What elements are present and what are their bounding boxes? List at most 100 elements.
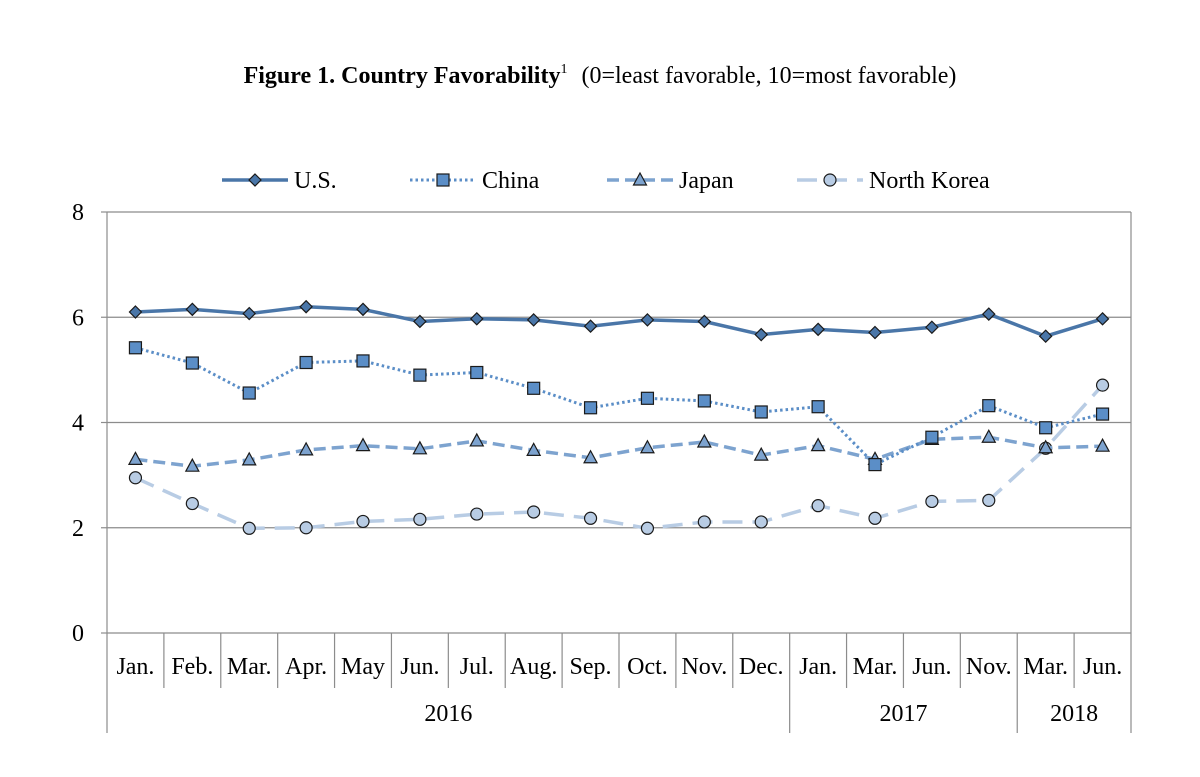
data-point-china	[1095, 407, 1110, 421]
legend-marker-japan	[632, 171, 648, 186]
y-tick-label-2: 2	[72, 516, 84, 542]
x-category-label: Feb.	[171, 654, 213, 680]
legend-item-u-s-: U.S.	[222, 168, 337, 194]
data-point-china	[583, 401, 598, 415]
data-point-china	[356, 354, 370, 368]
y-tick-label-8: 8	[72, 200, 84, 226]
data-point-china	[299, 355, 313, 370]
data-point-china	[697, 394, 711, 408]
data-point-u-s-	[868, 325, 882, 340]
data-point-u-s-	[526, 313, 541, 327]
data-point-u-s-	[583, 319, 598, 334]
y-tick-label-0: 0	[72, 621, 84, 647]
series-line-u-s-	[135, 304, 1104, 338]
series-u-s-	[128, 299, 1110, 344]
data-point-north-korea	[811, 499, 825, 513]
chart-title-subtitle: (0=least favorable, 10=most favorable)	[581, 63, 956, 89]
data-point-japan	[526, 442, 542, 456]
data-point-north-korea	[1095, 378, 1110, 392]
x-category-label: Dec.	[739, 654, 784, 680]
data-point-north-korea	[128, 471, 143, 485]
legend-label-north-korea: North Korea	[869, 168, 990, 194]
data-point-north-korea	[413, 512, 427, 526]
data-point-north-korea	[982, 493, 996, 507]
series-line-japan	[135, 435, 1103, 468]
data-point-japan	[127, 451, 143, 465]
legend-label-u-s-: U.S.	[294, 168, 337, 194]
x-category-label: Mar.	[853, 654, 898, 680]
data-point-north-korea	[868, 511, 882, 525]
legend-item-japan: Japan	[607, 168, 734, 194]
data-point-north-korea	[356, 514, 370, 529]
data-point-japan	[583, 449, 599, 464]
data-point-u-s-	[469, 311, 484, 326]
legend-marker-u-s-	[248, 173, 262, 187]
series-line-china	[135, 346, 1103, 467]
chart-title: Figure 1. Country Favorability1 (0=least …	[244, 62, 957, 89]
x-category-label: Nov.	[966, 654, 1012, 680]
data-point-u-s-	[413, 314, 427, 329]
y-tick-label-4: 4	[72, 411, 84, 437]
x-category-label: Jan.	[799, 654, 837, 680]
data-point-china	[811, 400, 825, 414]
data-point-china	[925, 430, 939, 444]
data-point-japan	[184, 457, 200, 472]
series-line-north-korea	[134, 383, 1104, 531]
data-point-japan	[696, 433, 712, 448]
data-point-u-s-	[811, 322, 825, 337]
data-point-north-korea	[754, 515, 768, 529]
data-point-north-korea	[697, 515, 711, 529]
y-axis-ticks: 0 2 4 6 8	[72, 200, 107, 647]
data-point-u-s-	[242, 306, 257, 321]
legend-marker-china	[436, 173, 450, 187]
data-point-japan	[241, 451, 257, 466]
x-category-label: Jul.	[460, 654, 494, 680]
legend: U.S. China Japan North Korea	[222, 168, 990, 194]
data-point-japan	[412, 440, 428, 455]
data-point-u-s-	[299, 299, 313, 314]
data-point-north-korea	[185, 496, 199, 511]
x-category-label: Mar.	[1023, 654, 1068, 680]
data-point-japan	[639, 439, 655, 454]
data-point-japan	[355, 437, 371, 452]
data-point-north-korea	[640, 521, 655, 535]
x-category-label: May	[341, 654, 385, 680]
data-point-u-s-	[640, 313, 655, 327]
x-category-label: Jun.	[912, 654, 951, 680]
data-point-u-s-	[754, 327, 769, 342]
data-point-u-s-	[356, 302, 370, 317]
data-point-u-s-	[925, 320, 939, 335]
data-point-japan	[1038, 439, 1054, 454]
data-point-china	[413, 368, 427, 382]
data-point-china	[868, 458, 882, 472]
data-point-china	[128, 341, 143, 355]
x-category-label: Mar.	[227, 654, 272, 680]
data-point-u-s-	[981, 307, 996, 321]
x-category-label: Sep.	[570, 654, 612, 680]
x-category-label: Jan.	[116, 654, 154, 680]
year-label-2018: 2018	[1050, 701, 1098, 727]
x-category-label: Aug.	[510, 654, 557, 680]
x-axis-ticks: Jan. Feb. Mar. Apr. May Jun. Jul. Aug. Sep. Oct. N…	[106, 633, 1132, 733]
legend-item-china: China	[410, 168, 540, 194]
chart-title-main: Figure 1. Country Favorability	[244, 63, 561, 89]
x-category-label: Oct.	[627, 654, 668, 680]
series-north-korea	[128, 378, 1110, 535]
data-point-u-s-	[1095, 311, 1110, 326]
data-point-u-s-	[185, 302, 200, 317]
data-point-japan	[1095, 437, 1111, 452]
data-point-north-korea	[583, 511, 598, 525]
data-point-north-korea	[470, 507, 484, 521]
series-group	[127, 299, 1111, 535]
year-label-2016: 2016	[424, 701, 472, 727]
data-point-north-korea	[299, 521, 313, 535]
year-label-2017: 2017	[879, 701, 927, 727]
data-point-china	[982, 399, 996, 413]
data-point-china	[470, 365, 484, 380]
gridlines	[107, 211, 1131, 529]
legend-item-north-korea: North Korea	[797, 168, 990, 194]
data-point-china	[242, 386, 256, 400]
data-point-china	[1039, 421, 1053, 435]
x-category-label: Apr.	[285, 654, 327, 680]
